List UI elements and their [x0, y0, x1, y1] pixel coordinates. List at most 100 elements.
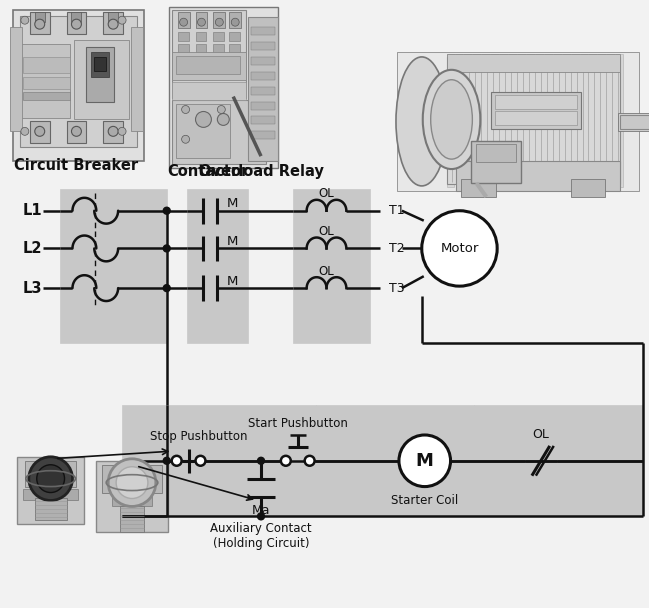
Bar	[476, 144, 516, 162]
Text: OL: OL	[532, 429, 549, 441]
Bar	[66, 12, 86, 34]
Bar	[86, 47, 114, 102]
Bar	[447, 57, 620, 184]
Bar	[10, 27, 22, 131]
Text: M: M	[227, 197, 238, 210]
Bar	[465, 54, 471, 187]
Text: M: M	[227, 275, 238, 288]
Ellipse shape	[431, 80, 472, 159]
Bar	[447, 54, 454, 187]
Bar	[103, 465, 162, 492]
Bar	[251, 27, 275, 35]
Text: Motor: Motor	[440, 242, 479, 255]
Circle shape	[304, 456, 315, 466]
Bar	[251, 117, 275, 125]
Bar	[397, 52, 639, 191]
Circle shape	[215, 18, 223, 26]
Circle shape	[182, 136, 190, 143]
Text: M: M	[416, 452, 434, 470]
Text: T3: T3	[389, 282, 404, 295]
Circle shape	[29, 457, 73, 500]
Ellipse shape	[396, 57, 448, 186]
Bar	[131, 27, 143, 131]
Circle shape	[118, 127, 126, 136]
Bar	[554, 54, 561, 187]
Bar	[229, 12, 241, 28]
Bar	[178, 32, 189, 41]
Text: M: M	[227, 235, 238, 248]
Circle shape	[71, 19, 81, 29]
Bar	[178, 56, 189, 65]
Bar	[251, 102, 275, 109]
Bar	[108, 12, 118, 22]
Circle shape	[108, 126, 118, 136]
Bar	[474, 405, 643, 516]
Bar	[92, 52, 109, 77]
Text: T1: T1	[389, 204, 404, 217]
Bar	[491, 54, 498, 187]
Bar	[23, 489, 79, 500]
Circle shape	[71, 126, 81, 136]
Bar	[103, 12, 123, 34]
Circle shape	[231, 18, 239, 26]
Circle shape	[399, 435, 450, 486]
Bar	[251, 131, 275, 139]
Bar	[94, 57, 106, 71]
Text: OL: OL	[319, 187, 334, 201]
Text: L2: L2	[23, 241, 42, 256]
Circle shape	[116, 467, 148, 499]
Bar	[25, 461, 77, 486]
Bar	[176, 103, 230, 158]
Text: L3: L3	[23, 281, 42, 295]
Bar	[570, 179, 606, 197]
Bar	[229, 56, 240, 65]
Bar	[471, 141, 521, 183]
Circle shape	[108, 19, 118, 29]
Circle shape	[164, 207, 170, 214]
Bar	[172, 10, 246, 98]
Bar	[176, 56, 240, 74]
Circle shape	[164, 245, 170, 252]
Text: Start Pushbutton: Start Pushbutton	[248, 416, 348, 430]
Bar	[482, 54, 489, 187]
Circle shape	[164, 457, 170, 465]
Bar	[169, 7, 278, 168]
Bar	[195, 32, 206, 41]
Bar	[456, 161, 620, 191]
Circle shape	[195, 456, 206, 466]
Circle shape	[217, 114, 229, 125]
Circle shape	[281, 456, 291, 466]
Circle shape	[217, 106, 225, 114]
Bar	[315, 405, 474, 516]
Bar	[96, 461, 167, 532]
Text: OL: OL	[319, 225, 334, 238]
Bar	[71, 12, 81, 22]
Bar	[617, 54, 623, 187]
Bar	[13, 10, 144, 161]
Bar	[20, 16, 137, 147]
Bar	[248, 17, 278, 161]
Text: Circuit Breaker: Circuit Breaker	[14, 157, 138, 173]
Bar	[23, 77, 71, 89]
Bar	[545, 54, 552, 187]
Bar	[572, 54, 578, 187]
Circle shape	[37, 465, 64, 492]
Bar	[620, 116, 649, 130]
Bar	[598, 54, 606, 187]
Bar	[103, 122, 123, 143]
Bar	[251, 87, 275, 95]
Bar	[491, 92, 581, 130]
Bar	[536, 54, 543, 187]
Bar	[589, 54, 596, 187]
Bar	[509, 54, 516, 187]
Bar	[187, 189, 248, 343]
Bar	[195, 44, 206, 53]
Bar	[178, 44, 189, 53]
Circle shape	[35, 126, 45, 136]
Bar	[518, 54, 525, 187]
Circle shape	[258, 457, 265, 465]
Circle shape	[108, 459, 156, 506]
Bar	[251, 72, 275, 80]
Circle shape	[35, 19, 45, 29]
Bar	[35, 12, 45, 22]
